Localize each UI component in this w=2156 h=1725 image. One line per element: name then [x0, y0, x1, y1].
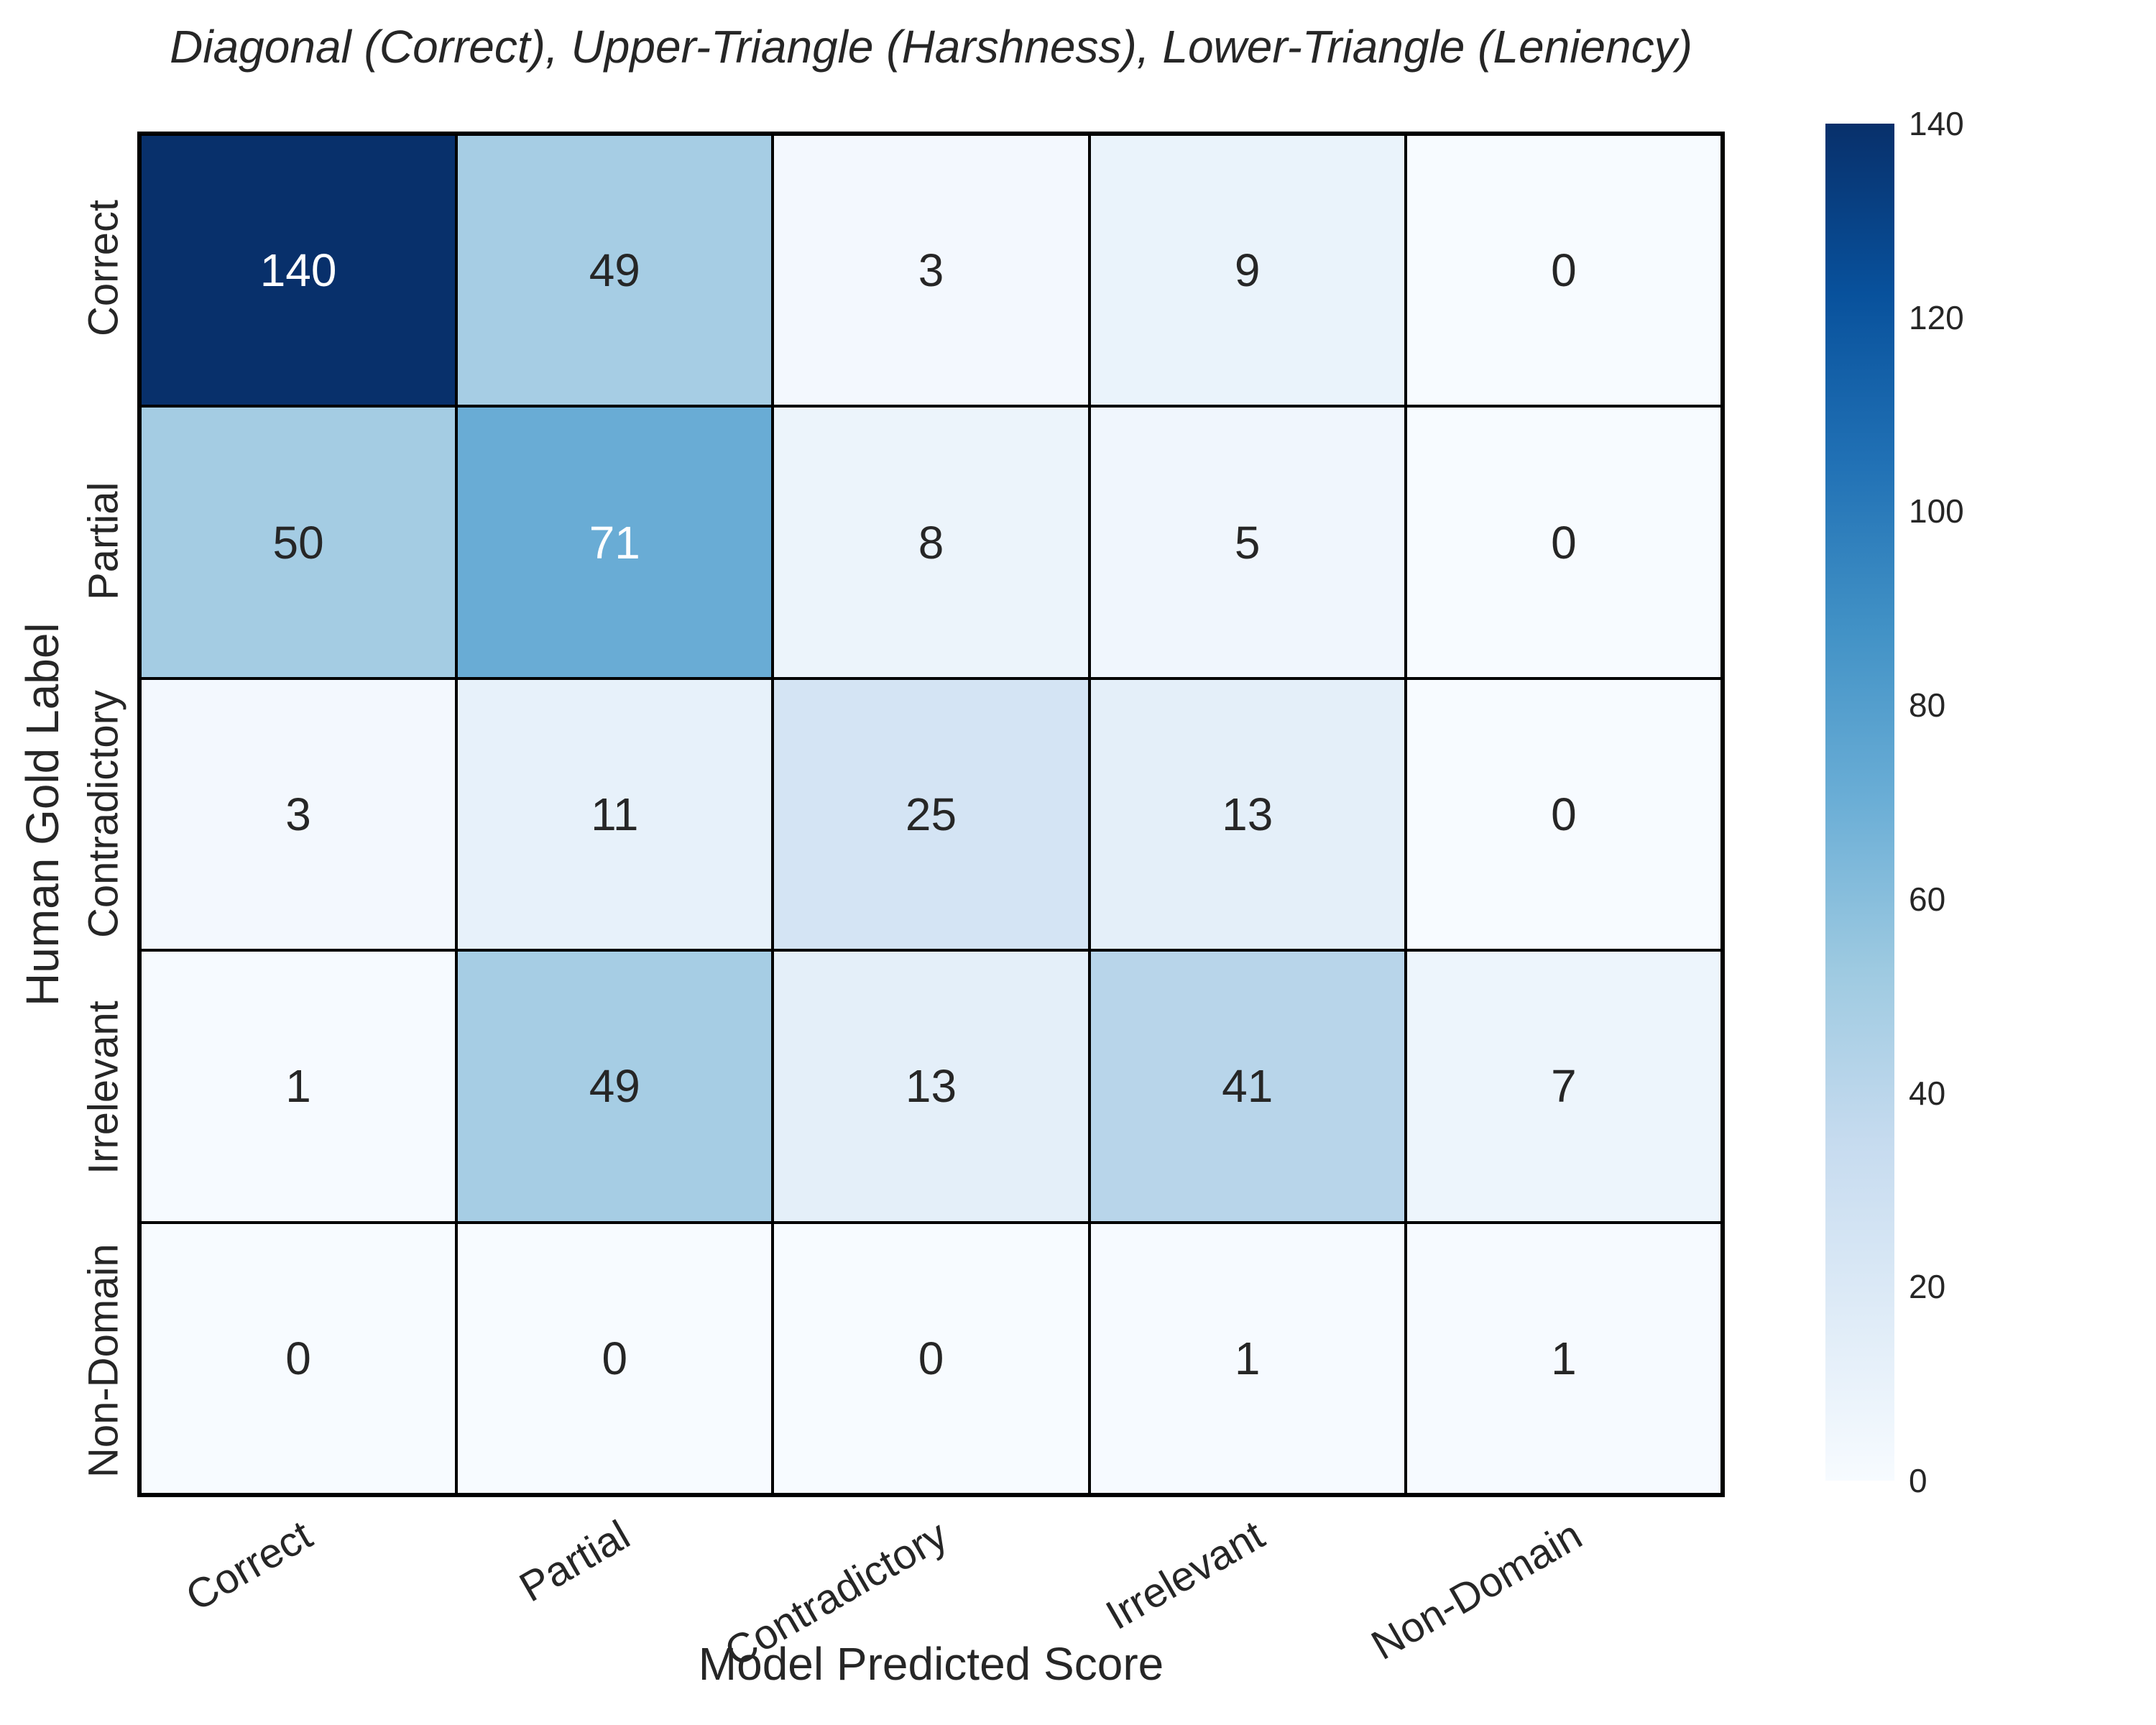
cell-value: 11 [591, 788, 639, 840]
heatmap-cell-Irrelevant-Irrelevant: 41 [1089, 950, 1406, 1223]
cell-value: 49 [589, 244, 640, 297]
cell-value: 0 [602, 1332, 628, 1384]
heatmap-cell-Contradictory-Non-Domain: 0 [1405, 678, 1722, 951]
heatmap-cell-Correct-Contradictory: 3 [773, 134, 1089, 407]
heatmap-cell-Correct-Irrelevant: 9 [1089, 134, 1406, 407]
cell-value: 0 [1551, 244, 1577, 297]
cell-value: 3 [918, 244, 944, 297]
cell-value: 5 [1234, 516, 1261, 569]
heatmap-cell-Correct-Non-Domain: 0 [1405, 134, 1722, 407]
cell-value: 0 [285, 1332, 311, 1384]
heatmap-cell-Correct-Correct: 140 [140, 134, 457, 407]
colorbar-tick-0: 0 [1909, 1462, 1927, 1499]
cell-value: 50 [272, 516, 324, 569]
cell-value: 8 [918, 516, 944, 569]
colorbar-tick-80: 80 [1909, 686, 1946, 724]
x-axis-label: Model Predicted Score [698, 1638, 1164, 1690]
heatmap-cell-Irrelevant-Contradictory: 13 [773, 950, 1089, 1223]
heatmap-cell-Contradictory-Contradictory: 25 [773, 678, 1089, 951]
cell-value: 1 [1551, 1332, 1577, 1384]
chart-title: Diagonal (Correct), Upper-Triangle (Hars… [170, 21, 1692, 73]
heatmap-cell-Irrelevant-Non-Domain: 7 [1405, 950, 1722, 1223]
colorbar-tick-120: 120 [1909, 298, 1964, 336]
y-tick-Contradictory: Contradictory [80, 690, 127, 939]
cell-value: 71 [589, 516, 640, 569]
heatmap-grid: 140 49 3 9 0 50 71 8 5 0 3 11 25 13 0 1 49 13 41 7 0 0 0 1 1 [137, 132, 1725, 1497]
cell-value: 7 [1551, 1060, 1577, 1113]
heatmap-cell-Contradictory-Correct: 3 [140, 678, 457, 951]
y-axis-label: Human Gold Label [17, 622, 68, 1006]
y-tick-Irrelevant: Irrelevant [80, 1000, 127, 1174]
cell-value: 0 [918, 1332, 944, 1384]
heatmap-cell-Partial-Non-Domain: 0 [1405, 406, 1722, 678]
colorbar-tick-60: 60 [1909, 880, 1946, 918]
cell-value: 0 [1551, 788, 1577, 840]
y-tick-Partial: Partial [80, 482, 127, 601]
colorbar-tick-140: 140 [1909, 105, 1964, 142]
heatmap-cell-Contradictory-Partial: 11 [456, 678, 773, 951]
cell-value: 13 [905, 1060, 957, 1113]
cell-value: 1 [1234, 1332, 1261, 1384]
cell-value: 3 [285, 788, 311, 840]
cell-value: 13 [1222, 788, 1273, 840]
y-tick-Non-Domain: Non-Domain [80, 1243, 127, 1478]
cell-value: 25 [905, 788, 957, 840]
y-tick-Correct: Correct [80, 199, 127, 337]
heatmap-cell-Non-Domain-Correct: 0 [140, 1222, 457, 1494]
heatmap-cell-Non-Domain-Contradictory: 0 [773, 1222, 1089, 1494]
heatmap-cell-Partial-Correct: 50 [140, 406, 457, 678]
heatmap-cell-Irrelevant-Partial: 49 [456, 950, 773, 1223]
heatmap-cell-Irrelevant-Correct: 1 [140, 950, 457, 1223]
cell-value: 140 [259, 244, 337, 297]
heatmap-cell-Contradictory-Irrelevant: 13 [1089, 678, 1406, 951]
colorbar-tick-100: 100 [1909, 492, 1964, 530]
heatmap-cell-Partial-Partial: 71 [456, 406, 773, 678]
colorbar [1825, 124, 1894, 1481]
colorbar-tick-40: 40 [1909, 1074, 1946, 1112]
cell-value: 0 [1551, 516, 1577, 569]
cell-value: 49 [589, 1060, 640, 1113]
cell-value: 1 [285, 1060, 311, 1113]
heatmap-cell-Correct-Partial: 49 [456, 134, 773, 407]
colorbar-tick-20: 20 [1909, 1268, 1946, 1306]
heatmap-cell-Partial-Irrelevant: 5 [1089, 406, 1406, 678]
cell-value: 9 [1234, 244, 1261, 297]
heatmap-cell-Partial-Contradictory: 8 [773, 406, 1089, 678]
cell-value: 41 [1222, 1060, 1273, 1113]
heatmap-cell-Non-Domain-Partial: 0 [456, 1222, 773, 1494]
heatmap-cell-Non-Domain-Non-Domain: 1 [1405, 1222, 1722, 1494]
heatmap-cell-Non-Domain-Irrelevant: 1 [1089, 1222, 1406, 1494]
